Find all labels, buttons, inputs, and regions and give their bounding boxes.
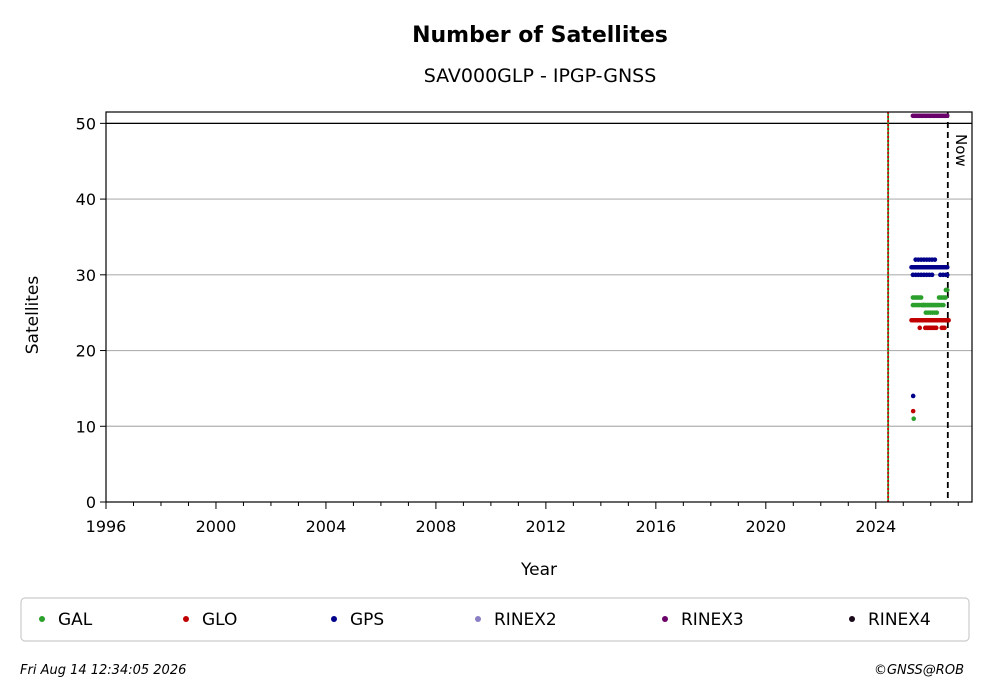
x-tick-label: 2016: [635, 517, 676, 536]
data-point: [941, 302, 946, 308]
x-tick-label: 2012: [526, 517, 567, 536]
x-tick-label: 2020: [745, 517, 786, 536]
x-tick-label: 2000: [196, 517, 237, 536]
series-gps: [909, 257, 950, 399]
y-tick-label: 20: [76, 342, 96, 361]
data-point: [942, 325, 947, 331]
data-point: [918, 295, 924, 300]
y-tick-label: 40: [76, 190, 96, 209]
x-tick-label: 2024: [855, 517, 896, 536]
legend-marker: [662, 616, 668, 622]
plot-frame: [105, 111, 973, 503]
data-point: [944, 113, 950, 119]
y-tick-label: 30: [76, 266, 96, 285]
legend-item-gps: GPS: [331, 610, 384, 630]
x-tick-label: 2004: [306, 517, 347, 536]
data-point: [910, 393, 916, 399]
chart-subtitle: SAV000GLP - IPGP-GNSS: [424, 65, 657, 87]
data-point: [917, 325, 923, 331]
legend-item-rinex2: RINEX2: [475, 610, 557, 630]
legend: GAL GLO GPS RINEX2 RINEX3 RINEX4: [20, 597, 970, 642]
data-point: [944, 272, 950, 278]
y-axis-label: Satellites: [23, 276, 43, 355]
legend-marker: [331, 616, 337, 622]
y-tick-label: 50: [76, 114, 96, 133]
legend-label: GAL: [58, 610, 93, 630]
gridlines: [106, 122, 972, 427]
chart-title: Number of Satellites: [412, 23, 668, 48]
legend-marker: [475, 616, 481, 622]
series-glo: [909, 317, 951, 414]
now-label: Now: [952, 134, 970, 167]
data-point: [921, 302, 926, 308]
legend-label: GLO: [202, 610, 237, 630]
y-tick-label: 10: [76, 417, 96, 436]
legend-item-glo: GLO: [183, 610, 237, 630]
footer-timestamp: Fri Aug 14 12:34:05 2026: [20, 663, 186, 678]
data-point: [910, 408, 916, 414]
y-axis-ticks: 0 10 20 30 40 50: [76, 114, 106, 512]
x-axis-ticks: 1996 2000 2004 2008 2012 2016 2020 2024: [86, 502, 959, 536]
plot-area: Now 1996 2000 2004 2008 2012 2016 2020 2024 0 10…: [76, 111, 973, 536]
guide-lines: Now: [106, 112, 972, 502]
legend-item-gal: GAL: [39, 610, 93, 630]
legend-label: RINEX3: [681, 610, 744, 630]
data-point: [944, 264, 950, 270]
x-tick-label: 2008: [416, 517, 457, 536]
legend-item-rinex3: RINEX3: [662, 610, 744, 630]
series-gal: [910, 287, 950, 421]
y-tick-label: 0: [86, 493, 96, 512]
data-points: [909, 113, 951, 421]
legend-box: [20, 597, 970, 642]
data-point: [933, 325, 939, 331]
legend-label: GPS: [350, 610, 384, 630]
data-point: [934, 310, 940, 315]
legend-marker: [39, 616, 45, 622]
legend-item-rinex4: RINEX4: [849, 610, 931, 630]
data-point: [943, 295, 948, 300]
legend-marker: [849, 616, 855, 622]
data-point: [932, 257, 938, 262]
legend-label: RINEX4: [868, 610, 931, 630]
series-rinex3: [910, 113, 950, 119]
legend-label: RINEX2: [494, 610, 557, 630]
x-tick-label: 1996: [86, 517, 127, 536]
data-point: [929, 272, 935, 278]
data-point: [944, 287, 950, 293]
data-point: [946, 317, 951, 323]
footer-credit: ©GNSS@ROB: [874, 663, 964, 678]
data-point: [911, 416, 917, 421]
x-axis-label: Year: [520, 560, 557, 580]
legend-marker: [183, 616, 189, 622]
